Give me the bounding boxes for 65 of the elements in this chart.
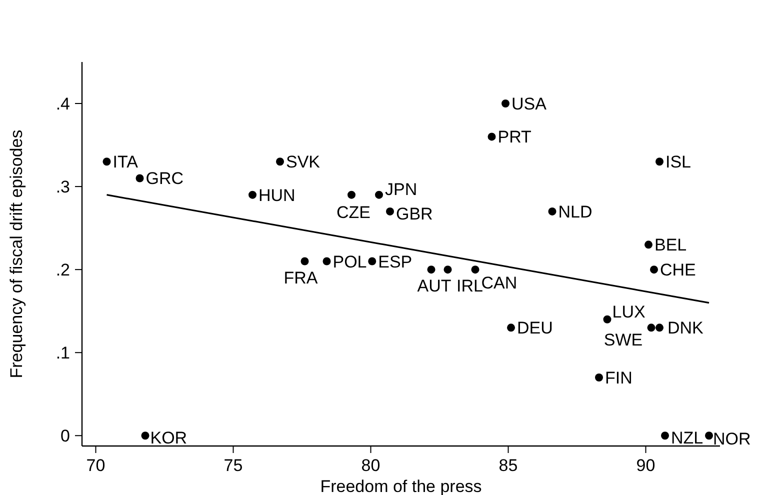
point: [471, 266, 480, 274]
x-tick-label: 90: [636, 456, 656, 475]
point: [368, 257, 376, 266]
annotation: CZE: [336, 202, 370, 222]
point: [647, 324, 656, 332]
annotation: CAN: [481, 274, 518, 293]
point: [661, 432, 669, 440]
point: [102, 158, 111, 166]
annotation: PRT: [498, 128, 532, 147]
point: [595, 374, 603, 382]
point: [656, 324, 664, 332]
point: [656, 158, 664, 166]
y-tick-label: .1: [56, 344, 70, 363]
annotation: USA: [512, 94, 548, 114]
annotation: IRL: [456, 276, 483, 296]
y-tick-label: .2: [56, 260, 70, 280]
annotation: NLD: [558, 202, 592, 222]
annotation: FIN: [605, 368, 632, 388]
point: [644, 240, 652, 249]
y-tick-label: .4: [56, 94, 70, 114]
y-axis-title: Frequency of fiscal drift episodes: [7, 130, 26, 378]
x-tick-label: 85: [498, 456, 518, 475]
y-tick-label: 0: [60, 426, 70, 446]
annotation: ESP: [378, 252, 412, 272]
annotation: NZL: [671, 428, 704, 448]
point: [502, 100, 510, 108]
annotation: POL: [332, 252, 367, 272]
point: [141, 432, 150, 440]
point: [548, 207, 556, 216]
point: [507, 324, 515, 332]
x-tick-label: 80: [361, 456, 380, 475]
annotation: LUX: [612, 302, 646, 322]
point: [276, 158, 284, 166]
point: [488, 132, 496, 141]
point: [322, 257, 331, 266]
annotation: HUN: [258, 186, 296, 205]
annotation: SWE: [604, 330, 643, 350]
point: [375, 190, 383, 199]
point: [248, 190, 256, 199]
annotation: ISL: [666, 152, 692, 172]
x-tick-label: 70: [86, 456, 106, 475]
point: [603, 315, 612, 324]
annotation: JPN: [385, 180, 418, 199]
annotation: AUT: [417, 276, 452, 296]
annotation: NOR: [713, 430, 751, 449]
point: [444, 266, 452, 274]
annotation: BEL: [654, 236, 687, 255]
x-tick-label: 75: [224, 456, 243, 475]
annotation: KOR: [150, 428, 188, 448]
point: [136, 174, 144, 182]
point: [300, 257, 309, 266]
annotation: DEU: [517, 318, 553, 338]
y-tick-label: .3: [56, 177, 70, 196]
annotation: SVK: [286, 152, 321, 172]
annotation: GBR: [396, 204, 433, 224]
point: [427, 266, 436, 274]
point: [348, 190, 356, 199]
point: [650, 266, 658, 274]
point: [705, 432, 713, 440]
annotation: CHE: [660, 260, 696, 280]
annotation: DNK: [668, 318, 704, 338]
annotation: FRA: [284, 268, 318, 288]
point: [386, 207, 394, 216]
annotation: ITA: [112, 152, 139, 172]
annotation: GRC: [146, 169, 184, 188]
